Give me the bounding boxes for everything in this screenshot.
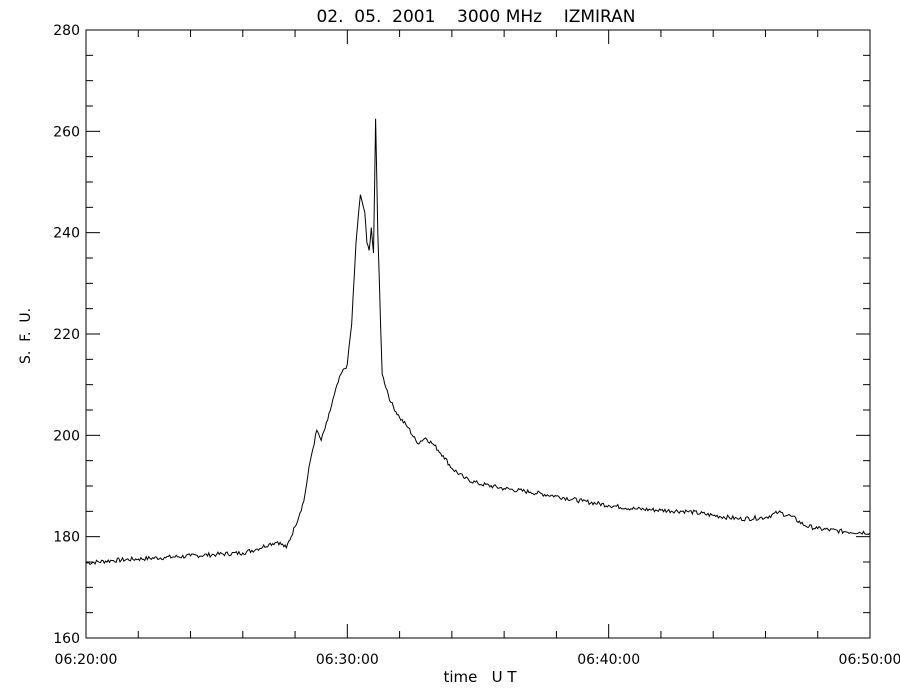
x-axis-label: time U T <box>443 668 517 686</box>
y-tick-label: 160 <box>53 631 80 647</box>
x-tick-label: 06:40:00 <box>577 652 640 668</box>
y-axis: 160 180 200 220 240 260 280 <box>53 23 870 647</box>
x-axis: 06:20:00 06:30:00 06:40:00 06:50:00 <box>55 30 900 668</box>
y-axis-label: S. F. U. <box>18 308 34 364</box>
x-tick-label: 06:50:00 <box>839 652 900 668</box>
y-tick-label: 240 <box>53 226 80 242</box>
chart-title: 02. 05. 2001 3000 MHz IZMIRAN <box>316 7 635 27</box>
y-tick-label: 220 <box>53 327 80 343</box>
y-tick-label: 200 <box>53 428 80 444</box>
plot-frame <box>85 29 871 639</box>
y-tick-label: 180 <box>53 530 80 546</box>
flux-series-line <box>85 118 871 566</box>
x-tick-label: 06:20:00 <box>55 652 118 668</box>
y-tick-label: 260 <box>53 124 80 140</box>
x-tick-label: 06:30:00 <box>316 652 379 668</box>
y-tick-label: 280 <box>53 23 80 39</box>
